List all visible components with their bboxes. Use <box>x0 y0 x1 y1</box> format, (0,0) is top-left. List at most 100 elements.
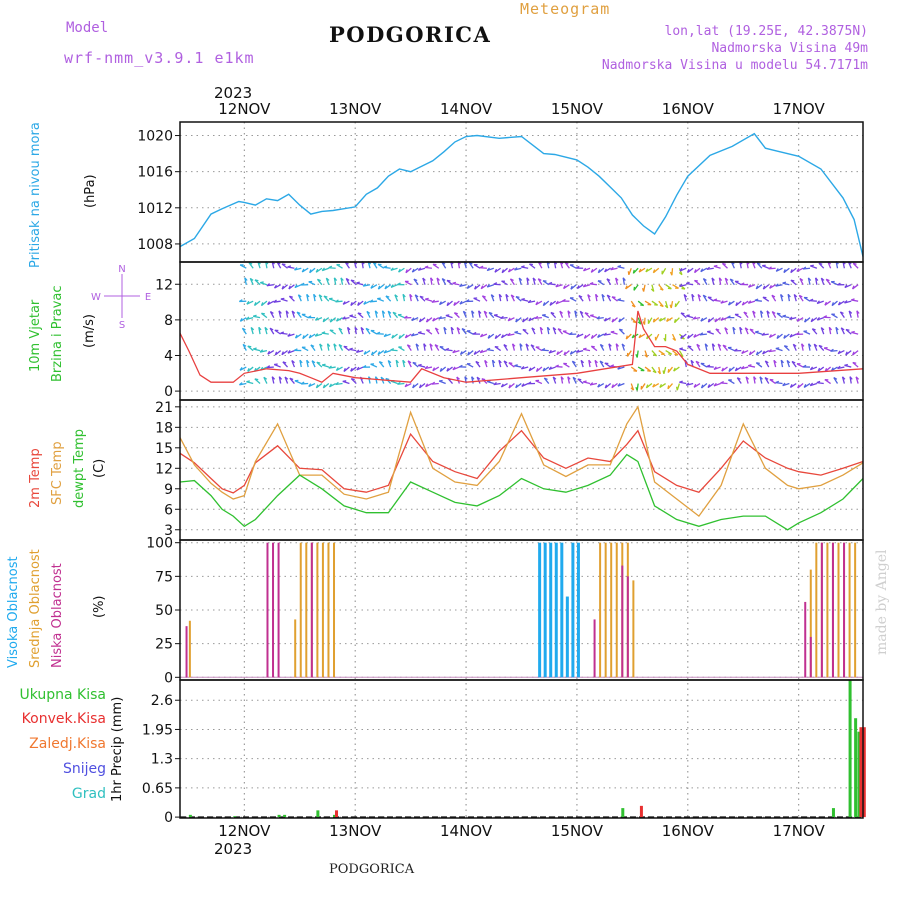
wind-vector-head <box>409 293 413 298</box>
wind-vector-head <box>687 334 690 339</box>
wind-vector-head <box>370 284 374 289</box>
wind-vector-head <box>356 366 360 371</box>
wind-vector-head <box>824 301 828 306</box>
cloud-bar <box>599 542 602 678</box>
wind-vector <box>198 268 205 269</box>
wind-vector-head <box>580 359 585 364</box>
wind-vector-head <box>703 278 707 282</box>
precip-bar <box>277 814 281 818</box>
wind-vector-head <box>775 380 780 384</box>
wind-vector-head <box>534 315 539 319</box>
wind-vector <box>194 378 198 384</box>
wind-vector-head <box>289 295 293 298</box>
wind-vector-head <box>246 380 250 383</box>
wind-vector-head <box>548 349 552 354</box>
cloud-bar <box>266 542 269 678</box>
wind-vector-head <box>425 383 429 388</box>
wind-vector-head <box>360 326 365 331</box>
wind-vector <box>212 384 218 387</box>
wind-vector-head <box>722 262 726 265</box>
wind-vector-head <box>205 283 208 285</box>
wind-vector-head <box>718 277 723 281</box>
wind-vector-head <box>318 294 323 298</box>
wind-vector-head <box>436 277 440 281</box>
wind-vector-head <box>387 359 392 364</box>
precip-legend-grad: Grad <box>71 786 106 802</box>
wind-vector-head <box>459 351 463 355</box>
wind-vector-head <box>650 288 655 292</box>
wind-vector-head <box>314 333 319 337</box>
wind-vector-head <box>722 344 727 348</box>
wind-vector <box>183 311 185 318</box>
wind-vector-head <box>604 268 607 273</box>
wind-vector-head <box>844 363 848 367</box>
wind-vector-head <box>673 319 677 323</box>
wind-vector-head <box>412 384 415 389</box>
wind-vector-head <box>528 367 532 372</box>
wind-vector-head <box>481 378 486 381</box>
day-label-top: 12NOV <box>218 100 271 118</box>
wind-vector-head <box>190 311 192 314</box>
compass-s: S <box>119 320 125 331</box>
wind-vector-head <box>498 293 503 298</box>
wind-vector-head <box>514 364 518 367</box>
wind-vector-head <box>193 286 194 289</box>
wind-vector-head <box>727 315 731 319</box>
temp-line-0 <box>179 429 864 494</box>
wind-vector-head <box>808 343 812 347</box>
wind-vector-head <box>717 343 722 347</box>
wind-vector-head <box>289 377 294 381</box>
wind-vector-head <box>780 359 784 364</box>
day-label-bottom: 13NOV <box>329 822 382 840</box>
wind-vector-head <box>640 304 644 307</box>
wind-vector-head <box>494 335 498 339</box>
wind-vector-head <box>263 376 268 380</box>
precip-legend-snow: Snijeg <box>62 761 106 777</box>
wind-vector-head <box>697 293 702 298</box>
wind-vector <box>178 365 185 367</box>
wind-vector-head <box>515 318 518 323</box>
wind-vector-head <box>773 359 777 364</box>
wind-vector-head <box>413 278 418 282</box>
wind-vector-head <box>385 295 390 298</box>
wind-vector-head <box>218 294 220 297</box>
wind-vector-head <box>555 283 559 288</box>
wind-vector-head <box>732 326 736 331</box>
wind-vector-head <box>298 294 302 298</box>
wind-vector <box>231 344 232 351</box>
wind-vector-head <box>582 347 587 350</box>
wind-vector-head <box>269 327 274 331</box>
wind-vector-head <box>438 301 442 305</box>
wind-vector-head <box>226 268 228 271</box>
wind-compass-icon: N S W E <box>91 264 151 331</box>
wind-vector-head <box>837 301 841 306</box>
wind-vector-head <box>815 277 819 281</box>
wind-vector <box>186 264 191 269</box>
wind-vector-head <box>519 343 523 347</box>
wind-vector-head <box>711 277 715 281</box>
wind-vector-head <box>820 327 825 331</box>
wind-vector-head <box>791 360 796 364</box>
wind-vector-head <box>343 367 346 372</box>
wind-vector-head <box>597 269 601 273</box>
cloud-bar <box>809 636 812 678</box>
wind-vector <box>210 294 212 301</box>
wind-vector-head <box>645 268 649 273</box>
wind-vector-head <box>219 334 221 337</box>
wind-vector-head <box>194 378 197 379</box>
wind-vector-head <box>350 367 353 372</box>
wind-vector-head <box>837 282 841 286</box>
cloud-bar <box>316 542 319 678</box>
wind-vector <box>201 312 205 318</box>
wind-vector-head <box>707 384 711 388</box>
wind-vector-head <box>706 266 711 270</box>
wind-vector-head <box>590 335 594 339</box>
cloud-bar <box>543 542 547 678</box>
wind-vector-head <box>402 293 406 298</box>
wind-vector-head <box>622 277 626 281</box>
wind-vector <box>218 294 219 301</box>
wind-vector-head <box>300 282 305 286</box>
wind-vector-head <box>199 285 201 288</box>
wind-vector-head <box>724 327 728 331</box>
wind-vector-head <box>507 332 511 336</box>
